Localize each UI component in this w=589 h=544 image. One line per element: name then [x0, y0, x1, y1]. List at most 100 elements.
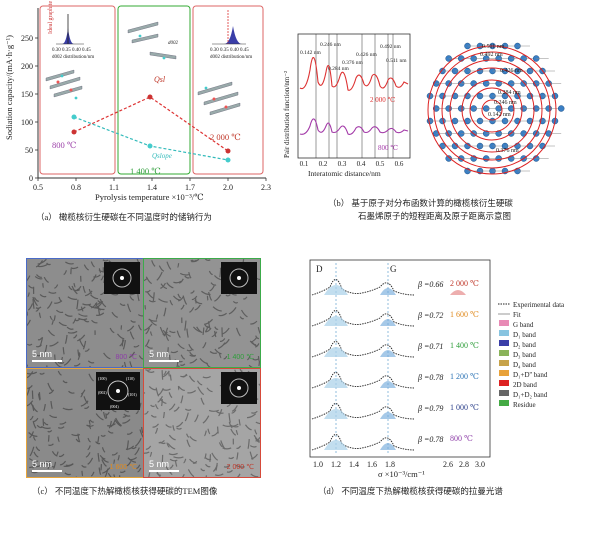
svg-text:d002 distribution/nm: d002 distribution/nm — [52, 55, 94, 60]
tem-1600: (100) (002) (110) (101) (004) 5 nm 1 600 ℃ — [26, 368, 144, 478]
raman-temp: 1 400 ℃ — [450, 341, 479, 350]
svg-text:Ideal graphite: Ideal graphite — [48, 1, 54, 34]
legend-entry: D₃ band — [513, 351, 536, 359]
caption-c: （c） 不同温度下热解橄榄核获得硬碳的TEM图像 — [32, 486, 218, 496]
x-tick: 0.4 — [357, 160, 366, 168]
saed-inset-labeled: (100) (002) (110) (101) (004) — [96, 372, 140, 410]
pdf-temp-2000: 2 000 ℃ — [370, 96, 396, 104]
svg-text:0.30 0.35 0.40 0.45: 0.30 0.35 0.40 0.45 — [52, 48, 91, 53]
x-tick: 1.6 — [367, 460, 377, 469]
caption-d: （d） 不同温度下热解橄榄核获得硬碳的拉曼光谱 — [318, 486, 503, 496]
legend-entry: G band — [513, 321, 534, 329]
raman-temp: 1 600 ℃ — [450, 310, 479, 319]
ring-0426: 0.426 nm — [500, 68, 523, 74]
beta-label: β =0.66 — [417, 280, 443, 289]
svg-text:(101): (101) — [128, 392, 137, 397]
panel-a-chart: 0 50 100 150 200 250 0.5 0.8 1.1 1.4 1.7 2.0 2.3 So… — [4, 1, 271, 202]
label-800: 800 ℃ — [52, 140, 76, 150]
saed-inset — [221, 262, 257, 294]
legend-entry: D₁+D'' band — [513, 371, 548, 379]
beta-label: β =0.79 — [417, 404, 443, 413]
peak-0246: 0.246 nm — [320, 42, 342, 48]
caption-b2: 石墨烯原子的短程距离及原子距离示意图 — [358, 211, 512, 221]
x-tick: 0.2 — [319, 160, 328, 168]
svg-text:(004): (004) — [110, 404, 119, 409]
scale-bar: 5 nm — [149, 349, 179, 362]
x-tick: 1.2 — [331, 460, 341, 469]
x-tick: 0.6 — [395, 160, 404, 168]
x-tick: 1.7 — [185, 183, 195, 192]
peak-0284: 0.284 nm — [328, 66, 350, 72]
ring-0246: 0.246 nm — [494, 100, 517, 106]
legend-entry: D₁+D₂ band — [513, 391, 548, 399]
peak-0511: 0.511 nm — [386, 58, 407, 64]
caption-b1: （b） 基于原子对分布函数计算的橄榄核衍生硬碳 — [328, 198, 513, 208]
caption-a: （a） 橄榄核衍生硬碳在不同温度时的储钠行为 — [36, 212, 212, 222]
y-tick: 50 — [25, 146, 33, 155]
y-tick: 150 — [21, 90, 33, 99]
x-tick: 2.8 — [459, 460, 469, 469]
scale-bar: 5 nm — [32, 349, 62, 362]
panel-a-ylabel: Sodiation capacity/(mA·h·g⁻¹) — [4, 35, 14, 140]
ring-0511: 0.511 nm — [482, 44, 505, 50]
y-tick: 250 — [21, 34, 33, 43]
svg-text:(100): (100) — [98, 376, 107, 381]
y-tick: 0 — [29, 174, 33, 183]
x-tick: 3.0 — [475, 460, 485, 469]
svg-text:d002: d002 — [168, 41, 179, 46]
legend-entry: 2D band — [513, 381, 537, 389]
beta-label: β =0.78 — [417, 373, 443, 382]
tem-1400: 5 nm 1 400 ℃ — [143, 258, 261, 368]
ring-0284: 0.284 nm — [498, 90, 521, 96]
x-tick: 0.3 — [338, 160, 347, 168]
peak-0426: 0.426 nm — [356, 52, 378, 58]
x-tick: 0.5 — [376, 160, 385, 168]
x-tick: 2.3 — [261, 183, 271, 192]
scale-bar: 5 nm — [149, 459, 179, 472]
x-tick: 0.8 — [71, 183, 81, 192]
ring-0142: 0.142 nm — [488, 112, 511, 118]
svg-text:(002): (002) — [98, 390, 107, 395]
label-qsl: Qsl — [154, 75, 166, 84]
raman-temp: 1 000 ℃ — [450, 403, 479, 412]
ring-0376: 0.376 nm — [496, 148, 519, 154]
beta-label: β =0.78 — [417, 435, 443, 444]
peak-0376: 0.376 nm — [342, 60, 364, 66]
panel-d-raman: D G β =0.66 2 000 ℃ β =0.72 1 600 ℃ β =0.71 1… — [309, 259, 565, 479]
svg-text:0.30 0.35 0.40 0.45: 0.30 0.35 0.40 0.45 — [210, 48, 249, 53]
raman-temp: 800 ℃ — [450, 434, 473, 443]
x-tick: 1.4 — [147, 183, 157, 192]
legend-entry: Experimental data — [513, 301, 565, 309]
legend-entry: Residue — [513, 401, 536, 409]
inset-2000-distribution: 0.30 0.35 0.40 0.45 d002 distribution/nm — [210, 10, 252, 60]
peak-0492: 0.492 nm — [380, 44, 402, 50]
panel-b-pdf: Pair distribution function/nm⁻² Interato… — [283, 33, 411, 178]
label-2000: 2 000 ℃ — [210, 132, 241, 142]
pdf-temp-800: 800 ℃ — [378, 144, 398, 152]
band-d: D — [316, 264, 323, 274]
x-tick: 0.1 — [300, 160, 309, 168]
inset-ideal-graphite: Ideal graphite 0.30 0.35 0.40 0.45 d002 … — [48, 1, 94, 60]
tem-800: 5 nm 800 ℃ — [26, 258, 144, 368]
y-tick: 200 — [21, 62, 33, 71]
x-tick: 1.4 — [349, 460, 359, 469]
panel-b-xlabel: Interatomic distance/nm — [308, 169, 381, 178]
x-tick: 1.0 — [313, 460, 323, 469]
ring-0492: 0.492 nm — [480, 52, 503, 58]
scale-bar: 5 nm — [32, 459, 62, 472]
label-qslope: Qslope — [152, 152, 172, 160]
x-tick: 0.5 — [33, 183, 43, 192]
peak-0142: 0.142 nm — [300, 50, 322, 56]
raman-temp: 1 200 ℃ — [450, 372, 479, 381]
legend-entry: Fit — [513, 311, 521, 319]
legend-entry: D₁ band — [513, 331, 536, 339]
x-tick: 1.1 — [109, 183, 119, 192]
tem-2000: 5 nm 2 000 ℃ — [143, 368, 261, 478]
raman-temp: 2 000 ℃ — [450, 279, 479, 288]
svg-text:d002 distribution/nm: d002 distribution/nm — [210, 55, 252, 60]
x-tick: 1.8 — [385, 460, 395, 469]
saed-inset — [104, 262, 140, 294]
panel-d-xlabel: σ ×10⁻³/cm⁻¹ — [378, 469, 425, 479]
y-tick: 100 — [21, 118, 33, 127]
panel-b-lattice: 0.511 nm 0.492 nm 0.426 nm 0.376 nm 0.28… — [426, 42, 565, 175]
